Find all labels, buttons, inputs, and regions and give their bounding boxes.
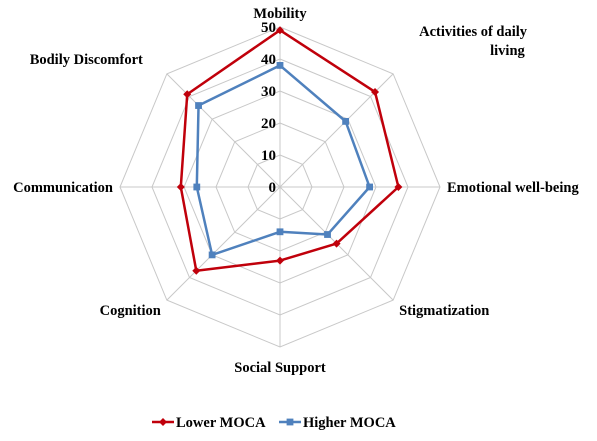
data-point-marker xyxy=(276,62,284,69)
radial-tick-label: 0 xyxy=(269,180,277,196)
radial-tick-label: 30 xyxy=(261,84,276,100)
data-point-marker xyxy=(324,231,331,238)
data-point-marker xyxy=(276,26,284,35)
data-point-marker xyxy=(183,90,192,99)
radial-tick-label: 50 xyxy=(261,20,276,36)
axis-category-label: Cognition xyxy=(100,303,161,319)
data-point-marker xyxy=(332,239,341,248)
axis-category-label: Activities of daily living xyxy=(419,24,528,59)
data-point-marker xyxy=(276,256,284,265)
data-point-marker xyxy=(192,266,201,275)
axis-category-label: Emotional well-being xyxy=(447,180,579,196)
radial-tick-label: 40 xyxy=(261,52,276,68)
legend-marker xyxy=(159,418,167,426)
radial-tick-label: 20 xyxy=(261,116,276,132)
legend-label: Lower MOCA xyxy=(176,415,266,431)
grid-spoke xyxy=(166,186,281,301)
series-line xyxy=(179,28,400,272)
legend-marker xyxy=(286,418,294,426)
legend: Lower MOCA Higher MOCA xyxy=(152,415,396,431)
axis-category-label: Mobility xyxy=(253,6,307,22)
data-point-marker xyxy=(176,183,185,191)
axis-category-label: Stigmatization xyxy=(399,303,489,319)
data-point-marker xyxy=(193,183,201,191)
grid-layer xyxy=(119,26,441,348)
legend-label: Higher MOCA xyxy=(303,415,396,431)
data-point-marker xyxy=(394,183,403,191)
series-line xyxy=(195,64,371,257)
data-point-marker xyxy=(208,251,216,259)
category-layer: Mobility Activities of daily living Emotion… xyxy=(13,6,579,376)
axis-category-label: Social Support xyxy=(234,360,326,376)
data-point-marker xyxy=(276,228,284,236)
data-point-marker xyxy=(366,183,373,191)
series-layer xyxy=(176,26,403,275)
axis-category-label: Bodily Discomfort xyxy=(30,52,143,68)
data-point-marker xyxy=(371,87,380,96)
data-point-marker xyxy=(342,117,350,125)
data-point-marker xyxy=(195,102,202,109)
radial-tick-label: 10 xyxy=(261,148,276,164)
axis-category-label: Communication xyxy=(13,180,113,196)
tick-layer: 0 10 20 30 40 50 xyxy=(261,20,276,196)
